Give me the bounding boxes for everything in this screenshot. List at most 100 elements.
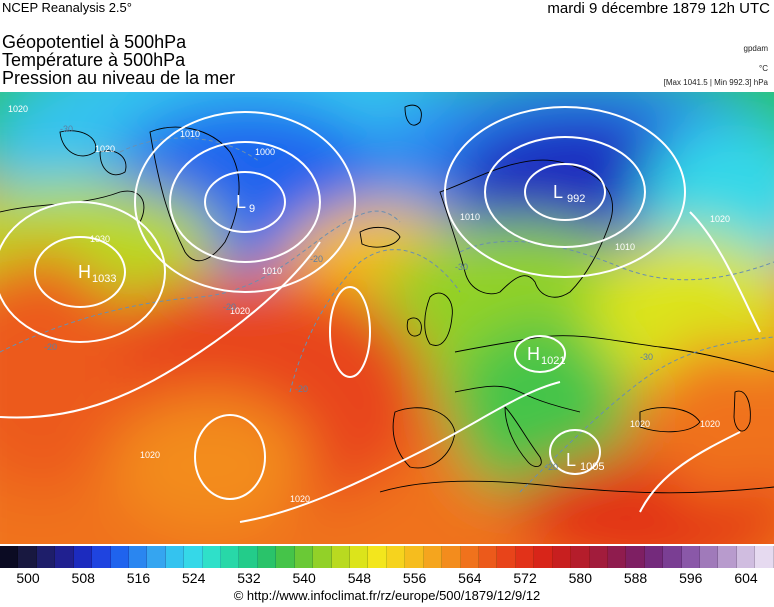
isobar-label: 1020 <box>95 144 115 154</box>
pressure-center-value: 1021 <box>541 355 565 367</box>
isobar-label: 1010 <box>615 242 635 252</box>
temperature-label: -20 <box>223 302 236 312</box>
color-scale-swatch <box>92 546 111 568</box>
title-geopotential: Géopotentiel à 500hPa <box>2 32 187 52</box>
isobar-label: 1010 <box>262 266 282 276</box>
temperature-labels: -20 -20 -20 -30 -30 -20 -30 -20 <box>44 124 653 472</box>
color-scale-swatch <box>110 546 129 568</box>
pressure-center-value: 9 <box>249 203 255 215</box>
temperature-label: -20 <box>295 384 308 394</box>
color-scale-swatch <box>755 546 774 568</box>
color-scale-swatch <box>294 546 314 568</box>
color-scale-swatch <box>718 546 737 568</box>
color-scale-swatch <box>386 546 406 568</box>
color-scale-swatch <box>128 546 148 568</box>
pressure-center-type: L <box>566 450 576 470</box>
color-scale-swatch <box>147 546 166 568</box>
color-scale-swatch <box>239 546 258 568</box>
color-scale-swatch <box>368 546 387 568</box>
color-scale-tick-label: 516 <box>126 570 151 586</box>
color-scale-swatch <box>552 546 572 568</box>
pressure-center-type: L <box>553 182 563 202</box>
unit-geopotential: gpdam <box>743 44 768 53</box>
unit-temperature: °C <box>759 64 768 73</box>
color-scale-swatch <box>460 546 479 568</box>
color-scale-tick-label: 524 <box>182 570 206 586</box>
temperature-label: -30 <box>640 352 653 362</box>
pressure-center-value: 1005 <box>580 461 604 473</box>
color-scale-tick-label: 564 <box>458 570 482 586</box>
color-scale-swatch <box>0 546 19 568</box>
pressure-center-labels: H 1033 L 992 L 9 H 1021 L 1005 <box>78 182 604 473</box>
color-scale-bar <box>0 546 774 568</box>
pressure-center-type: H <box>527 344 540 364</box>
low-pressure-center: L 1005 <box>566 450 604 473</box>
pressure-center-value: 1033 <box>92 273 116 285</box>
temperature-label: -20 <box>545 462 558 472</box>
color-scale-swatch <box>36 546 56 568</box>
low-pressure-center: L 9 <box>236 192 255 215</box>
color-scale-tick-label: 500 <box>16 570 40 586</box>
isobar-label: 1020 <box>8 104 28 114</box>
pressure-center-type: H <box>78 262 91 282</box>
color-scale-swatch <box>55 546 74 568</box>
color-scale-swatch <box>276 546 295 568</box>
color-scale-swatch <box>681 546 701 568</box>
color-scale-swatch <box>478 546 498 568</box>
high-pressure-center: H 1033 <box>78 262 116 285</box>
weather-map-svg: H 1033 L 992 L 9 H 1021 L 1005 1030 1 <box>0 92 774 544</box>
color-scale-swatch <box>515 546 535 568</box>
high-pressure-center: H 1021 <box>527 344 565 367</box>
title-temperature: Température à 500hPa <box>2 50 186 70</box>
color-scale-swatch <box>165 546 185 568</box>
temperature-label: -20 <box>44 342 57 352</box>
color-scale-ticks: 500 508 516 524 532 540 548 556 564 572 580 588 596 6… <box>0 570 774 588</box>
isobar-label: 1030 <box>90 234 110 244</box>
temperature-label: -30 <box>60 124 73 134</box>
color-scale-tick-label: 604 <box>734 570 758 586</box>
temperature-label: -20 <box>310 254 323 264</box>
color-scale-swatch <box>497 546 516 568</box>
color-scale-tick-label: 532 <box>237 570 261 586</box>
color-scale-swatch <box>202 546 222 568</box>
color-scale-swatch <box>534 546 553 568</box>
color-scale-tick-label: 572 <box>513 570 537 586</box>
temperature-isotherms <box>0 137 774 493</box>
isobar-label: 1010 <box>460 212 480 222</box>
map-date-label: mardi 9 décembre 1879 12h UTC <box>547 0 770 17</box>
color-scale-swatch <box>405 546 424 568</box>
pressure-center-type: L <box>236 192 246 212</box>
isobar-label: 1020 <box>700 419 720 429</box>
credit-url: © http://www.infoclimat.fr/rz/europe/500… <box>233 588 541 603</box>
color-scale-tick-label: 540 <box>292 570 316 586</box>
color-scale-swatch <box>663 546 682 568</box>
color-scale-swatch <box>736 546 756 568</box>
color-scale-swatch <box>331 546 351 568</box>
color-scale-swatch <box>571 546 590 568</box>
isobar-label: 1020 <box>230 306 250 316</box>
color-scale-swatch <box>257 546 277 568</box>
isobar-label: 1010 <box>180 129 200 139</box>
color-scale-swatch <box>589 546 608 568</box>
data-source-label: NCEP Reanalysis 2.5° <box>2 0 132 15</box>
isobar-label: 1020 <box>290 494 310 504</box>
isobar-label: 1020 <box>630 419 650 429</box>
weather-map: H 1033 L 992 L 9 H 1021 L 1005 1030 1 <box>0 92 774 544</box>
isobar-labels: 1030 1010 1000 1010 1020 1020 1010 1020 … <box>8 104 730 504</box>
color-scale-swatch <box>313 546 332 568</box>
color-scale-swatch <box>350 546 369 568</box>
coastlines <box>0 104 774 494</box>
color-scale-tick-label: 596 <box>679 570 703 586</box>
title-pressure: Pression au niveau de la mer <box>2 68 236 88</box>
low-pressure-center: L 992 <box>553 182 585 205</box>
isobar-label: 1020 <box>140 450 160 460</box>
color-scale-swatch <box>644 546 664 568</box>
isobars <box>0 106 761 523</box>
color-scale-swatch <box>442 546 461 568</box>
color-scale-tick-label: 556 <box>402 570 427 586</box>
isobar-label: 1000 <box>255 147 275 157</box>
color-scale-tick-label: 580 <box>568 570 592 586</box>
pressure-range-label: [Max 1041.5 | Min 992.3] hPa <box>663 78 768 87</box>
color-scale-tick-label: 508 <box>71 570 95 586</box>
color-scale-tick-label: 588 <box>623 570 648 586</box>
